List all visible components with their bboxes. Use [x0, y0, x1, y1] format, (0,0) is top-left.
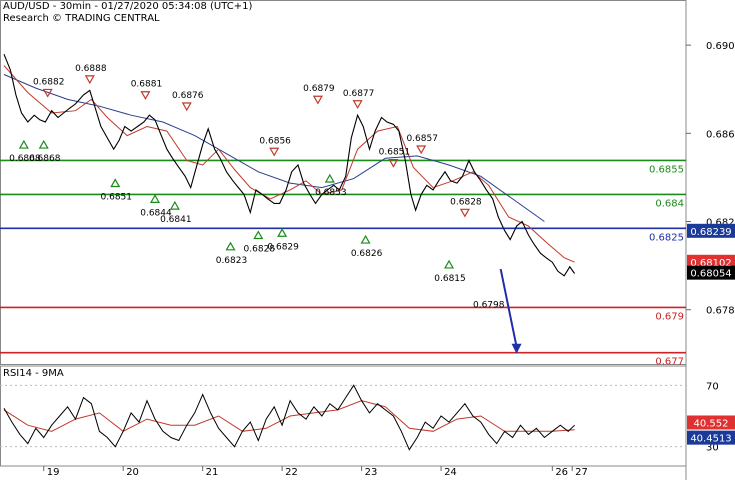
price-badge-label: 0.68102 [690, 258, 731, 269]
price-badge [687, 265, 735, 280]
chart-source: Research © TRADING CENTRAL [3, 13, 160, 24]
peak-label: 0.6881 [131, 80, 163, 90]
x-tick-label: 20 [126, 467, 139, 478]
trough-marker [253, 230, 264, 240]
trough-marker [225, 241, 236, 251]
rsi-badge [687, 415, 735, 430]
level-label: 0.679 [655, 311, 684, 322]
peak-marker [84, 75, 95, 85]
trough-marker [324, 173, 335, 183]
peak-marker [312, 95, 323, 105]
peak-marker [42, 88, 53, 98]
level-label: 0.6825 [649, 232, 684, 243]
x-tick-label: 22 [285, 467, 298, 478]
level-label: 0.677 [655, 357, 684, 368]
trough-label: 0.6868 [29, 154, 61, 164]
trough-marker [169, 200, 180, 210]
forecast-arrow-shaft [499, 268, 518, 347]
peak-label: 0.6877 [343, 89, 375, 99]
trough-label: 0.6868 [9, 154, 41, 164]
x-tick-label: 24 [444, 467, 457, 478]
price-badge-label: 0.68054 [690, 269, 731, 280]
x-tick-label: 27 [575, 467, 588, 478]
x-tick-label: 21 [206, 467, 219, 478]
peak-marker [181, 102, 192, 112]
forecast-arrow-head [511, 343, 522, 354]
trough-label: 0.6851 [101, 193, 133, 203]
peak-label: 0.6888 [75, 64, 107, 74]
rsi-ma-line [3, 400, 575, 432]
peak-label: 0.6857 [406, 134, 438, 144]
peak-marker [269, 147, 280, 157]
ma-fast-line [3, 65, 575, 263]
rsi-badge-label: 40.552 [694, 418, 729, 429]
peak-label: 0.6879 [303, 84, 335, 94]
peak-marker [459, 208, 470, 218]
price-tick-label: 0.6828 [706, 218, 735, 229]
rsi-badge [687, 430, 735, 445]
level-label: 0.684 [655, 198, 684, 209]
peak-marker [352, 100, 363, 109]
rsi-line [3, 384, 575, 451]
price-tick-label: 0.6789 [706, 306, 735, 317]
price-line [3, 53, 576, 277]
peak-label: 0.6876 [172, 91, 204, 101]
trough-marker [110, 178, 121, 188]
peak-label: 0.6828 [450, 197, 482, 207]
peak-marker [388, 158, 399, 168]
trough-marker [18, 139, 29, 149]
peak-label: 0.6882 [33, 77, 65, 87]
price-badge [687, 254, 735, 269]
x-tick-label: 26 [555, 467, 568, 478]
trough-marker [38, 139, 49, 149]
trough-marker [360, 234, 371, 244]
x-tick-label: 23 [365, 467, 378, 478]
price-badge-label: 0.68239 [690, 227, 731, 238]
peak-label: 0.6851 [379, 148, 411, 158]
trough-label: 0.6841 [160, 215, 192, 225]
peak-label: 0.6856 [259, 136, 291, 146]
trough-label: 0.6815 [434, 274, 466, 284]
x-tick-label: 19 [47, 467, 60, 478]
trough-marker [443, 259, 455, 269]
price-tick-label: 0.6867 [706, 129, 735, 140]
trough-label: 0.6844 [140, 208, 172, 218]
price-tick-label: 0.6906 [706, 41, 735, 52]
extra-label: 0.6798 [473, 300, 505, 310]
trough-label: 0.6826 [351, 249, 383, 259]
peak-marker [140, 91, 151, 100]
trough-marker [277, 228, 288, 237]
price-badge [687, 223, 735, 238]
level-label: 0.6855 [649, 164, 684, 175]
chart-title: AUD/USD - 30min - 01/27/2020 05:34:08 (U… [3, 1, 253, 12]
rsi-label: RSI14 - 9MA [3, 368, 64, 379]
peak-marker [416, 145, 427, 155]
trough-marker [149, 194, 161, 203]
rsi-badge-label: 40.4513 [690, 434, 731, 445]
rsi-tick-label: 30 [706, 443, 719, 454]
rsi-tick-label: 70 [706, 381, 719, 392]
trough-label: 0.6829 [267, 242, 299, 252]
trough-label: 0.6853 [315, 188, 347, 198]
trough-label: 0.6823 [216, 256, 248, 266]
trough-label: 0.6828 [244, 245, 276, 255]
